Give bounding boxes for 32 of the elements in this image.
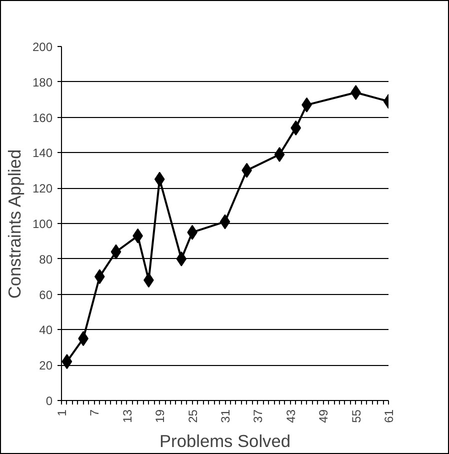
x-axis-title: Problems Solved (160, 430, 291, 451)
x-tick-label: 1 (55, 409, 69, 416)
point (110, 244, 122, 260)
x-tick-label: 43 (284, 409, 298, 423)
y-axis-title: Constraints Applied (4, 149, 24, 299)
y-tick-label: 0 (46, 394, 53, 408)
point (220, 214, 230, 230)
x-tick-label: 31 (218, 409, 232, 423)
x-tick-label: 55 (349, 409, 364, 423)
x-tick-label: 13 (120, 409, 134, 423)
y-tick-label: 200 (32, 40, 53, 54)
y-tick-label: 20 (39, 358, 53, 373)
point (290, 120, 302, 136)
x-tick-label: 19 (153, 409, 168, 423)
point (62, 354, 72, 370)
y-tick-label: 80 (39, 252, 53, 266)
y-tick-label: 40 (39, 323, 53, 338)
y-tick-label: 100 (32, 217, 53, 231)
x-tick-label: 49 (316, 409, 331, 423)
y-tick-label: 140 (32, 146, 53, 160)
y-tick-label: 160 (32, 110, 53, 125)
x-tick-label: 25 (186, 409, 200, 423)
y-tick-label: 60 (39, 288, 53, 302)
x-tick-label: 7 (88, 409, 102, 416)
x-tick-label: 61 (382, 409, 396, 423)
y-tick-label: 180 (32, 75, 53, 90)
point (274, 146, 285, 162)
point (94, 269, 105, 284)
x-tick-label: 37 (251, 409, 266, 423)
y-tick-label: 120 (32, 182, 53, 196)
point (154, 172, 165, 187)
point (176, 251, 187, 266)
